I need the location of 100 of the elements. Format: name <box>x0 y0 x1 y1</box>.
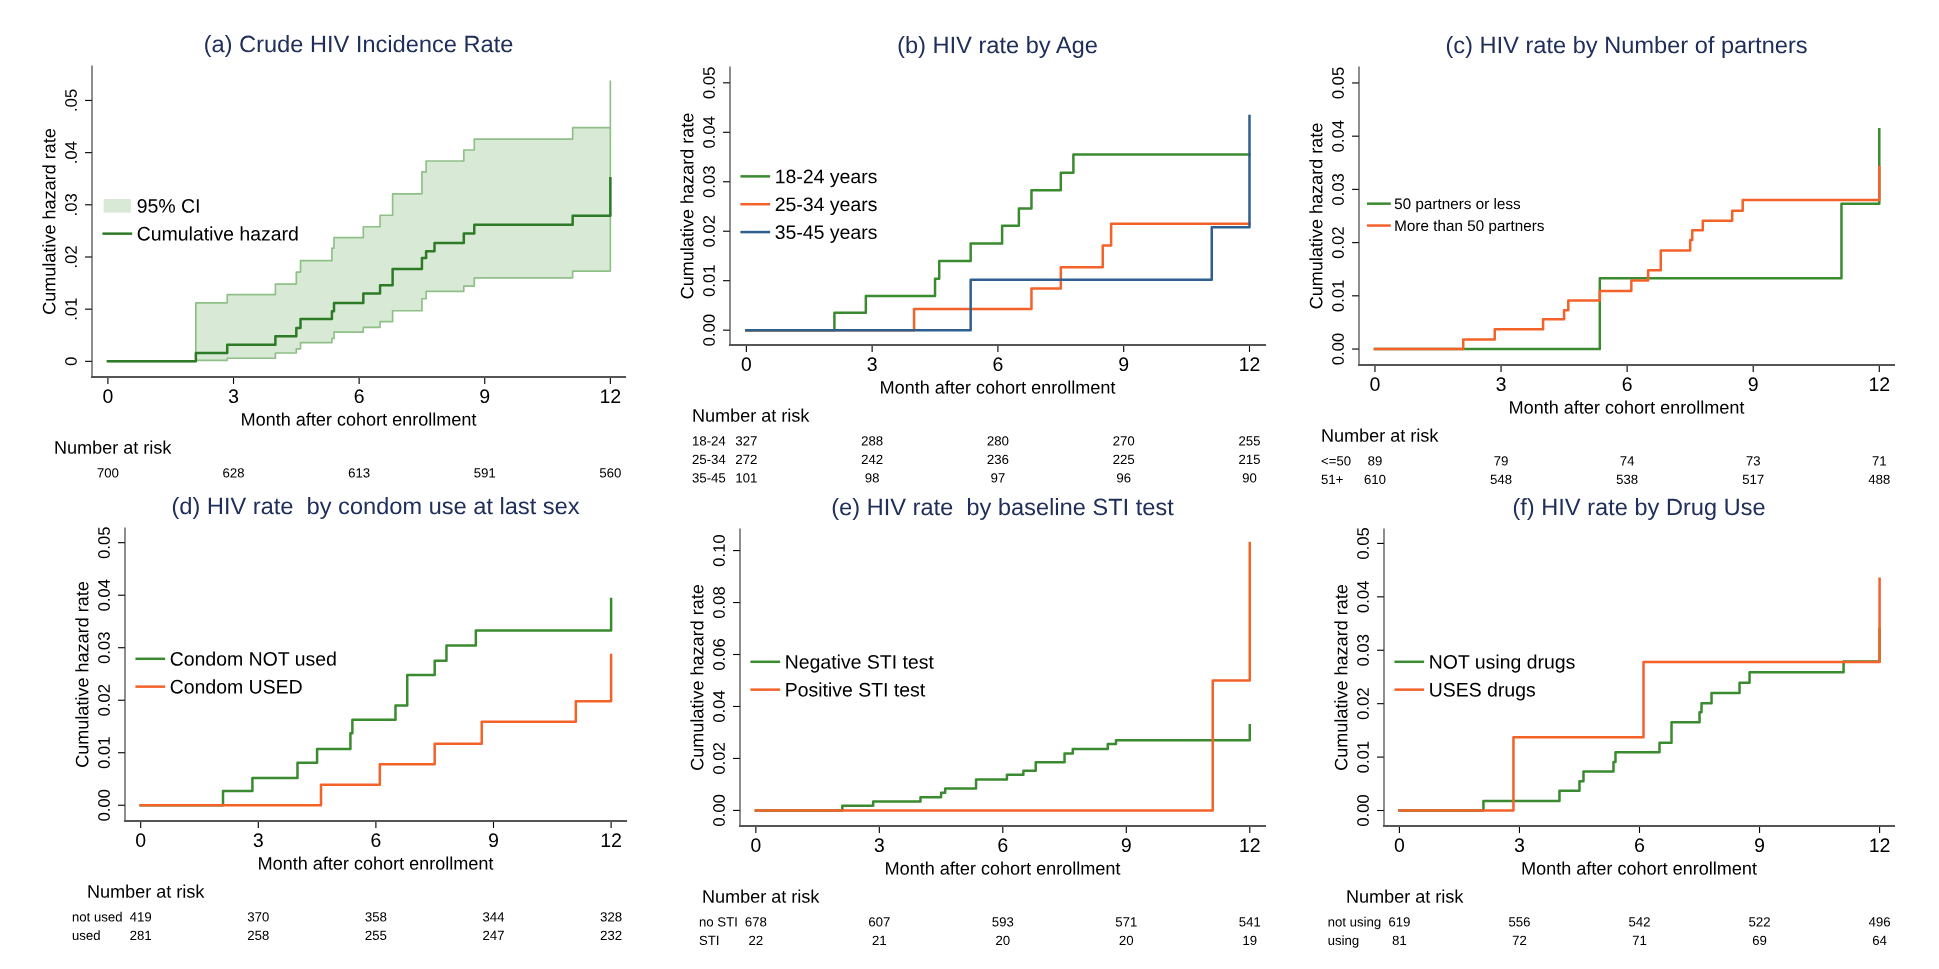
text: 81 <box>1392 935 1407 946</box>
x-axis-title: Month after cohort enrollment <box>1510 400 1745 414</box>
y-tick-label: .01 <box>65 298 77 320</box>
text: using <box>1328 935 1359 948</box>
legend-label: Cumulative hazard <box>137 226 298 241</box>
legend-label: 18-24 years <box>776 169 877 188</box>
y-tick-label: 0.02 <box>98 684 110 716</box>
text: 370 <box>247 912 269 922</box>
text: 21 <box>872 935 887 945</box>
y-tick-label: 0.00 <box>1357 794 1369 827</box>
y-tick-label: 0.01 <box>1357 741 1369 773</box>
y-tick-label: 0.05 <box>1332 67 1344 99</box>
text: 35-45 <box>692 473 726 483</box>
text: 328 <box>600 912 622 922</box>
x-tick-label: 6 <box>993 357 1003 372</box>
y-tick-label: 0.04 <box>98 579 110 611</box>
x-tick-label: 9 <box>1755 838 1765 853</box>
y-tick-label: .02 <box>65 246 77 268</box>
x-tick-label: 9 <box>1121 838 1131 853</box>
text: 541 <box>1239 917 1261 927</box>
text: no STI <box>699 917 737 927</box>
chart-title: (f) HIV rate by Drug Use <box>1513 498 1765 521</box>
x-axis-title: Month after cohort enrollment <box>242 412 477 426</box>
y-tick-label: 0.04 <box>1357 581 1369 613</box>
text: 560 <box>599 468 621 478</box>
text: not used <box>72 911 122 922</box>
text: Number at risk <box>55 440 172 454</box>
text: 281 <box>130 930 152 941</box>
x-tick-label: 6 <box>371 833 381 848</box>
text: 270 <box>1113 436 1135 446</box>
x-tick-label: 6 <box>998 838 1008 853</box>
y-tick-label: 0.06 <box>713 639 725 671</box>
y-tick-label: 0.00 <box>703 314 715 346</box>
y-tick-label: 0.08 <box>713 587 725 619</box>
y-tick-label: 0.03 <box>98 632 110 664</box>
y-axis-title: Cumulative hazard rate <box>690 584 704 770</box>
text: 272 <box>736 454 757 464</box>
text: 89 <box>1368 456 1382 466</box>
text: 358 <box>365 912 387 922</box>
text: used <box>72 930 100 941</box>
text: Number at risk <box>1347 889 1464 903</box>
text: 51+ <box>1321 474 1343 485</box>
text: 538 <box>1616 474 1638 485</box>
x-axis-title: Month after cohort enrollment <box>886 861 1121 875</box>
x-axis-title: Month after cohort enrollment <box>1522 861 1757 875</box>
text: 98 <box>865 473 879 483</box>
x-tick-label: 9 <box>489 833 498 848</box>
y-tick-label: .04 <box>65 141 77 163</box>
x-tick-label: 0 <box>751 838 761 853</box>
x-tick-label: 12 <box>601 389 621 403</box>
text: 247 <box>483 930 504 940</box>
x-tick-label: 6 <box>1622 377 1632 392</box>
y-tick-label: 0.03 <box>1332 173 1344 205</box>
y-tick-label: 0.00 <box>713 794 725 826</box>
text: 25-34 <box>692 454 726 465</box>
text: <=50 <box>1321 456 1351 466</box>
text: 101 <box>736 473 757 483</box>
y-tick-label: 0.04 <box>713 690 725 723</box>
chart-title: (b) HIV rate by Age <box>898 36 1097 59</box>
y-tick-label: 0.04 <box>703 116 715 148</box>
x-tick-label: 3 <box>228 389 239 404</box>
text: not using <box>1328 916 1381 930</box>
x-axis-title: Month after cohort enrollment <box>259 856 494 870</box>
y-tick-label: .03 <box>65 193 77 215</box>
legend-label: Condom NOT used <box>170 651 336 666</box>
legend-label: 95% CI <box>137 199 199 213</box>
y-tick-label: 0.02 <box>713 743 725 775</box>
y-tick-label: 0.02 <box>703 215 715 247</box>
text: 215 <box>1239 454 1260 465</box>
text: Number at risk <box>693 408 810 422</box>
chart-title: (c) HIV rate by Number of partners <box>1446 36 1807 59</box>
y-axis-title: Cumulative hazard rate <box>1334 584 1348 770</box>
text: 327 <box>735 436 757 446</box>
text: 64 <box>1872 935 1887 946</box>
legend-label: 35-45 years <box>775 225 877 243</box>
x-tick-label: 9 <box>480 389 490 404</box>
text: 496 <box>1868 917 1891 927</box>
legend-label: NOT using drugs <box>1430 654 1575 673</box>
legend-label: 25-34 years <box>775 197 877 216</box>
text: 73 <box>1746 456 1760 466</box>
text: Number at risk <box>88 884 205 898</box>
text: 79 <box>1494 456 1508 466</box>
text: 225 <box>1113 454 1135 465</box>
y-tick-label: 0.03 <box>703 166 715 198</box>
text: 71 <box>1872 456 1886 466</box>
y-tick-label: 0.01 <box>1332 280 1344 312</box>
x-tick-label: 3 <box>1496 377 1506 392</box>
text: Number at risk <box>703 889 820 903</box>
y-tick-label: 0.01 <box>98 737 110 769</box>
text: 517 <box>1742 474 1764 485</box>
legend-label: Condom USED <box>170 679 302 694</box>
chart-title: (d) HIV rate by condom use at last sex <box>172 497 580 520</box>
y-axis-title: Cumulative hazard rate <box>680 113 694 299</box>
text: 71 <box>1632 935 1647 945</box>
text: STI <box>699 935 719 946</box>
text: 90 <box>1242 473 1257 483</box>
x-tick-label: 12 <box>1869 377 1890 391</box>
text: 74 <box>1620 456 1635 466</box>
y-tick-label: 0.05 <box>98 527 110 559</box>
text: 522 <box>1749 917 1770 927</box>
